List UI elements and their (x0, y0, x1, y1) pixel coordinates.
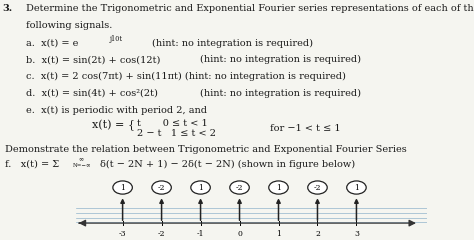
Text: f.   x(t) = Σ: f. x(t) = Σ (5, 160, 59, 168)
Text: (hint: no integration is required): (hint: no integration is required) (200, 89, 361, 98)
Text: 0: 0 (237, 230, 242, 238)
Text: -2: -2 (236, 184, 243, 192)
Text: 1: 1 (120, 184, 125, 192)
Text: 2 − t   1 ≤ t < 2: 2 − t 1 ≤ t < 2 (137, 129, 217, 138)
Text: b.  x(t) = sin(2t) + cos(12t): b. x(t) = sin(2t) + cos(12t) (26, 55, 160, 64)
Text: j10t: j10t (110, 35, 123, 43)
Text: d.  x(t) = sin(4t) + cos²(2t): d. x(t) = sin(4t) + cos²(2t) (26, 89, 158, 98)
Text: for −1 < t ≤ 1: for −1 < t ≤ 1 (270, 124, 341, 133)
Text: -2: -2 (158, 184, 165, 192)
Text: -2: -2 (158, 230, 165, 238)
Text: Determine the Trigonometric and Exponential Fourier series representations of ea: Determine the Trigonometric and Exponent… (26, 4, 474, 12)
Text: c.  x(t) = 2 cos(7πt) + sin(11πt) (hint: no integration is required): c. x(t) = 2 cos(7πt) + sin(11πt) (hint: … (26, 72, 346, 81)
Text: Demonstrate the relation between Trigonometric and Exponential Fourier Series: Demonstrate the relation between Trigono… (5, 145, 407, 154)
Circle shape (346, 181, 366, 194)
Text: x(t) = {: x(t) = { (92, 120, 136, 131)
Text: 1: 1 (354, 184, 359, 192)
Text: e.  x(t) is periodic with period 2, and: e. x(t) is periodic with period 2, and (26, 106, 207, 115)
Text: 3.: 3. (2, 4, 12, 12)
Text: (hint: no integration is required): (hint: no integration is required) (152, 38, 313, 48)
Circle shape (269, 181, 288, 194)
Circle shape (191, 181, 210, 194)
Text: 2: 2 (315, 230, 320, 238)
Text: a.  x(t) = e: a. x(t) = e (26, 38, 78, 48)
Text: ∞: ∞ (79, 156, 84, 161)
Text: -2: -2 (314, 184, 321, 192)
Circle shape (308, 181, 327, 194)
Text: -3: -3 (119, 230, 127, 238)
Text: 1: 1 (276, 230, 281, 238)
Text: 1: 1 (276, 184, 281, 192)
Text: following signals.: following signals. (26, 21, 112, 30)
Text: (hint: no integration is required): (hint: no integration is required) (200, 55, 361, 64)
Circle shape (113, 181, 132, 194)
Circle shape (152, 181, 171, 194)
Text: 1: 1 (198, 184, 203, 192)
Text: δ(t − 2N + 1) − 2δ(t − 2N) (shown in figure below): δ(t − 2N + 1) − 2δ(t − 2N) (shown in fig… (100, 160, 355, 169)
Circle shape (230, 181, 249, 194)
Text: -1: -1 (197, 230, 204, 238)
Text: N=−∞: N=−∞ (73, 163, 91, 168)
Text: t       0 ≤ t < 1: t 0 ≤ t < 1 (137, 119, 208, 128)
Text: 3: 3 (354, 230, 359, 238)
